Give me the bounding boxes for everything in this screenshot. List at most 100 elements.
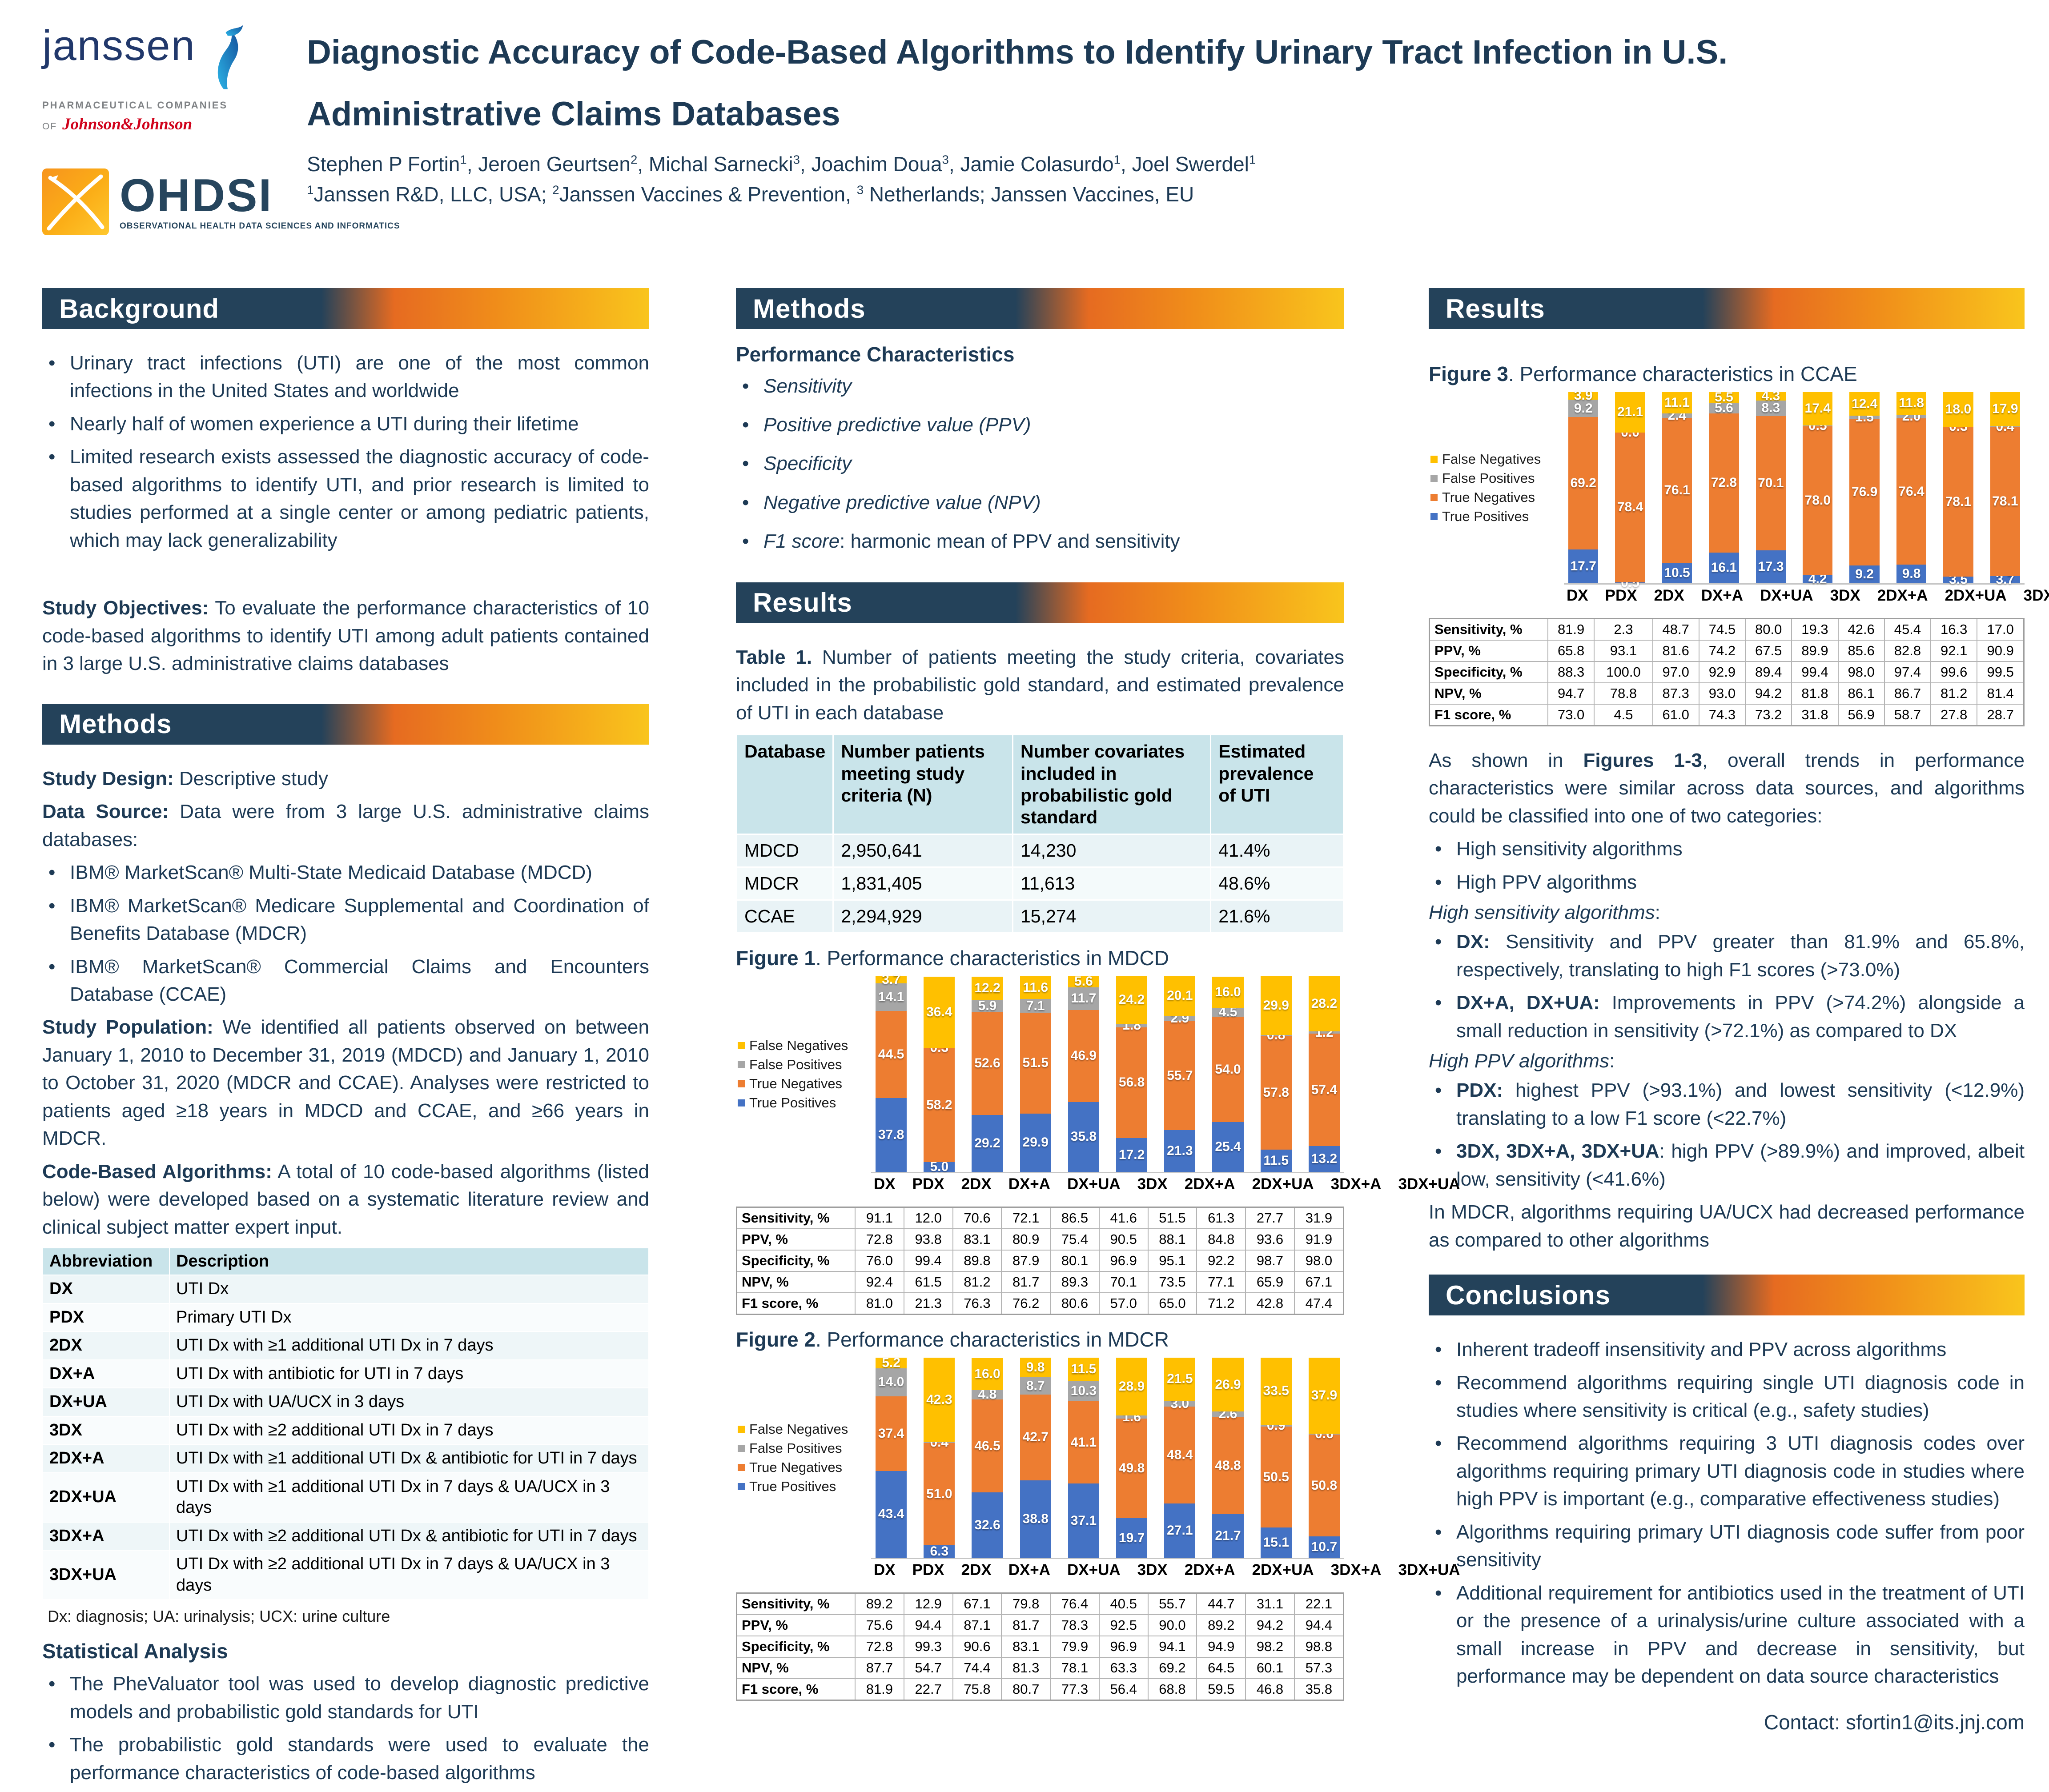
metric-value: 98.7 xyxy=(1245,1250,1295,1272)
metric-value: 73.5 xyxy=(1147,1271,1197,1294)
legend-swatch-icon xyxy=(738,1444,745,1452)
metric-value: 81.6 xyxy=(1652,640,1699,662)
bar-segment: 50.5 xyxy=(1260,1426,1292,1528)
high-sensitivity-bullets: DX: Sensitivity and PPV greater than 81.… xyxy=(1429,928,2025,1045)
bar-value-label: 14.1 xyxy=(878,990,904,1005)
metric-label: NPV, % xyxy=(736,1271,856,1294)
metric-value: 81.2 xyxy=(952,1271,1002,1294)
chart-legend: False Negatives False Positives True Negat… xyxy=(736,1034,871,1114)
chart-legend: False Negatives False Positives True Negat… xyxy=(1429,448,1564,528)
metrics-row: NPV, % 94.7 78.8 87.3 93.0 94.2 81.8 86.1 86.7 81… xyxy=(1429,682,2025,705)
bar-value-label: 11.7 xyxy=(1071,991,1097,1006)
stacked-bar-3DX: 17.2 56.8 1.8 24.2 xyxy=(1116,976,1148,1172)
bar-value-label: 41.1 xyxy=(1070,1435,1097,1450)
bar-value-label: 28.9 xyxy=(1118,1379,1145,1394)
metric-value: 77.3 xyxy=(1050,1678,1100,1701)
legend-swatch-icon xyxy=(1430,493,1438,501)
metric-value: 42.8 xyxy=(1245,1292,1295,1315)
metric-value: 74.5 xyxy=(1698,618,1746,641)
bar-segment: 78.4 xyxy=(1615,432,1645,582)
table1: Database Number patients meeting study cr… xyxy=(735,734,1344,934)
table-cell: CCAE xyxy=(735,899,834,934)
bar-segment: 70.1 xyxy=(1756,416,1786,550)
bar-segment: 27.1 xyxy=(1164,1503,1196,1558)
metric-label: NPV, % xyxy=(736,1657,856,1680)
metric-value: 81.0 xyxy=(855,1292,904,1315)
column-header: Database xyxy=(735,734,834,835)
bar-value-label: 54.0 xyxy=(1215,1062,1241,1077)
bar-segment: 5.9 xyxy=(972,999,1003,1013)
bar-value-label: 50.8 xyxy=(1311,1478,1338,1493)
bar-value-label: 5.2 xyxy=(882,1355,900,1370)
bar-value-label: 44.5 xyxy=(878,1047,904,1062)
bar-value-label: 11.5 xyxy=(1071,1362,1097,1376)
metric-value: 70.6 xyxy=(952,1207,1002,1230)
metric-value: 74.3 xyxy=(1698,704,1746,726)
bar-segment: 51.0 xyxy=(924,1443,955,1545)
bar-segment: 0.4 xyxy=(924,1436,955,1449)
database-bullet: IBM® MarketScan® Medicare Supplemental a… xyxy=(42,892,649,948)
bar-value-label: 27.1 xyxy=(1167,1523,1193,1538)
metric-value: 93.1 xyxy=(1594,640,1653,662)
bar-value-label: 57.4 xyxy=(1311,1082,1338,1097)
legend-label: True Negatives xyxy=(749,1075,843,1091)
metric-value: 76.0 xyxy=(855,1250,904,1272)
metric-value: 93.6 xyxy=(1245,1228,1295,1251)
legend-swatch-icon xyxy=(1430,474,1438,482)
section-methods-left: Methods xyxy=(42,703,649,745)
metric-value: 28.7 xyxy=(1977,704,2025,726)
x-axis-label: 3DX xyxy=(1137,1175,1168,1193)
bar-segment: 46.9 xyxy=(1068,1010,1100,1102)
x-axis-label: DX+A xyxy=(1008,1561,1051,1579)
table-row: MDCD 2,950,641 14,230 41.4% xyxy=(735,834,1344,868)
right-column: Results Figure 3. Performance characteri… xyxy=(1429,288,2049,1734)
metric-value: 79.8 xyxy=(1001,1592,1051,1616)
bar-value-label: 24.2 xyxy=(1118,992,1145,1007)
metric-value: 65.9 xyxy=(1245,1271,1295,1294)
legend-label: False Positives xyxy=(1442,470,1535,486)
table-row: 2DX UTI Dx with ≥1 additional UTI Dx in 7… xyxy=(42,1331,649,1360)
table-cell: 3DX xyxy=(42,1415,170,1445)
metric-value: 27.7 xyxy=(1245,1207,1295,1230)
stacked-bar-DX+UA: 17.3 70.1 8.3 4.3 xyxy=(1756,389,1786,583)
x-axis-label: 2DX+A xyxy=(1184,1175,1235,1193)
bar-segment: 43.4 xyxy=(876,1471,907,1558)
abbreviation-table: Abbreviation Description DX UTI Dx PDX Primar… xyxy=(42,1247,649,1600)
bar-segment: 17.4 xyxy=(1803,392,1833,425)
bar-value-label: 20.1 xyxy=(1167,988,1193,1003)
metric-value: 68.8 xyxy=(1147,1678,1197,1701)
metrics-row: Sensitivity, % 81.9 2.3 48.7 74.5 80.0 19.3 42.… xyxy=(1429,618,2025,641)
legend-item: True Positives xyxy=(1430,509,1564,525)
bar-value-label: 35.8 xyxy=(1070,1129,1097,1144)
bar-value-label: 11.8 xyxy=(1899,396,1924,411)
metrics-row: Specificity, % 72.8 99.3 90.6 83.1 79.9 96.9 94… xyxy=(736,1636,1344,1658)
legend-swatch-icon xyxy=(738,1425,745,1433)
janssen-subtitle: PHARMACEUTICAL COMPANIES xyxy=(42,100,228,111)
figure3-chart: False Negatives False Positives True Negat… xyxy=(1429,389,2049,726)
contact-email[interactable]: sfortin1@its.jnj.com xyxy=(1845,1710,2025,1734)
bar-value-label: 57.8 xyxy=(1263,1085,1289,1100)
performance-bullet: Negative predictive value (NPV) xyxy=(736,490,1344,515)
bar-segment: 8.3 xyxy=(1756,400,1786,417)
bar-value-label: 12.2 xyxy=(974,981,1000,996)
bar-value-label: 76.9 xyxy=(1851,485,1878,500)
metric-value: 55.7 xyxy=(1147,1592,1197,1616)
bar-value-label: 25.4 xyxy=(1215,1139,1241,1155)
metric-value: 75.8 xyxy=(952,1678,1002,1701)
bar-value-label: 7.1 xyxy=(1026,998,1045,1013)
table1-caption: Table 1. Number of patients meeting the … xyxy=(736,646,1344,724)
bar-segment: 13.2 xyxy=(1308,1146,1340,1172)
bar-value-label: 14.0 xyxy=(878,1375,904,1389)
table-row: 2DX+UA UTI Dx with ≥1 additional UTI Dx i… xyxy=(42,1472,649,1523)
bar-value-label: 10.5 xyxy=(1664,565,1690,581)
bar-segment: 5.6 xyxy=(1709,401,1739,414)
bar-value-label: 29.9 xyxy=(1263,998,1289,1013)
stacked-bar-3DX: 19.7 49.8 1.6 28.9 xyxy=(1116,1358,1148,1558)
high-ppv-bullets: PDX: highest PPV (>93.1%) and lowest sen… xyxy=(1429,1077,2025,1193)
bar-value-label: 76.1 xyxy=(1664,483,1690,498)
metric-value: 72.1 xyxy=(1001,1207,1051,1230)
table-cell: PDX xyxy=(42,1303,170,1332)
metric-value: 89.4 xyxy=(1745,661,1792,683)
metric-label: Sensitivity, % xyxy=(736,1592,856,1616)
bar-segment: 42.3 xyxy=(924,1358,955,1443)
